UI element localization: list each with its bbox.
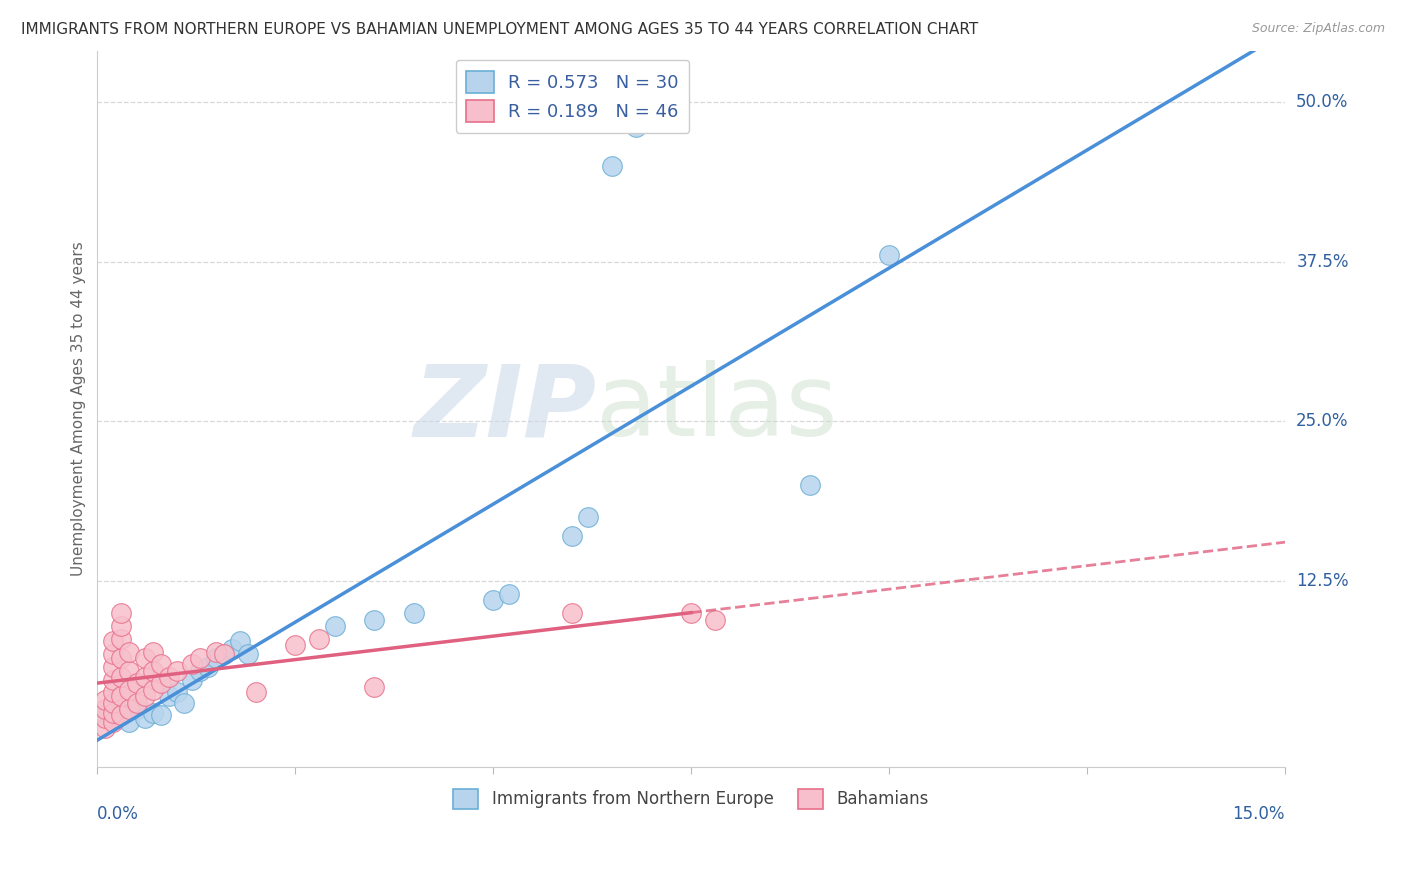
Point <box>561 606 583 620</box>
Point <box>110 632 132 646</box>
Text: ZIP: ZIP <box>413 360 596 457</box>
Point <box>149 708 172 723</box>
Point <box>103 660 125 674</box>
Point <box>363 613 385 627</box>
Text: 50.0%: 50.0% <box>1296 93 1348 111</box>
Point <box>229 634 252 648</box>
Point <box>205 644 228 658</box>
Text: atlas: atlas <box>596 360 838 457</box>
Text: 12.5%: 12.5% <box>1296 573 1348 591</box>
Point <box>94 708 117 723</box>
Point <box>110 690 132 704</box>
Point <box>125 676 148 690</box>
Point <box>94 693 117 707</box>
Point <box>212 647 235 661</box>
Point <box>134 670 156 684</box>
Point <box>103 711 125 725</box>
Point <box>681 606 703 620</box>
Point <box>157 690 180 704</box>
Point <box>103 634 125 648</box>
Point <box>308 632 330 646</box>
Point <box>482 593 505 607</box>
Point <box>181 673 204 687</box>
Point <box>118 702 141 716</box>
Point <box>188 664 211 678</box>
Point <box>110 706 132 720</box>
Point <box>245 685 267 699</box>
Point <box>134 711 156 725</box>
Text: Source: ZipAtlas.com: Source: ZipAtlas.com <box>1251 22 1385 36</box>
Point <box>103 685 125 699</box>
Point <box>877 248 900 262</box>
Point <box>134 651 156 665</box>
Point <box>363 681 385 695</box>
Point <box>181 657 204 672</box>
Point <box>149 657 172 672</box>
Text: 25.0%: 25.0% <box>1296 412 1348 431</box>
Point <box>110 619 132 633</box>
Text: 15.0%: 15.0% <box>1233 805 1285 823</box>
Point <box>236 647 259 661</box>
Point <box>110 606 132 620</box>
Point <box>404 606 426 620</box>
Point <box>118 664 141 678</box>
Point <box>142 664 165 678</box>
Point <box>166 664 188 678</box>
Point <box>118 644 141 658</box>
Point <box>94 702 117 716</box>
Point <box>498 587 520 601</box>
Point <box>142 644 165 658</box>
Point <box>94 721 117 735</box>
Point <box>142 706 165 720</box>
Point <box>624 120 647 135</box>
Point <box>103 706 125 720</box>
Point <box>188 651 211 665</box>
Point <box>600 159 623 173</box>
Point <box>118 714 141 729</box>
Point <box>110 670 132 684</box>
Text: 37.5%: 37.5% <box>1296 252 1348 270</box>
Point <box>103 714 125 729</box>
Point <box>221 642 243 657</box>
Point <box>173 696 195 710</box>
Point <box>576 510 599 524</box>
Point <box>134 690 156 704</box>
Text: IMMIGRANTS FROM NORTHERN EUROPE VS BAHAMIAN UNEMPLOYMENT AMONG AGES 35 TO 44 YEA: IMMIGRANTS FROM NORTHERN EUROPE VS BAHAM… <box>21 22 979 37</box>
Text: 0.0%: 0.0% <box>97 805 139 823</box>
Point <box>125 702 148 716</box>
Point <box>118 682 141 697</box>
Legend: Immigrants from Northern Europe, Bahamians: Immigrants from Northern Europe, Bahamia… <box>447 782 936 815</box>
Point <box>110 708 132 723</box>
Point <box>157 670 180 684</box>
Point <box>103 696 125 710</box>
Point <box>197 660 219 674</box>
Point <box>103 673 125 687</box>
Point <box>323 619 346 633</box>
Point <box>110 651 132 665</box>
Point <box>125 696 148 710</box>
Point <box>149 676 172 690</box>
Point <box>103 647 125 661</box>
Point <box>561 529 583 543</box>
Point <box>94 711 117 725</box>
Point <box>205 651 228 665</box>
Y-axis label: Unemployment Among Ages 35 to 44 years: Unemployment Among Ages 35 to 44 years <box>72 241 86 576</box>
Point <box>142 682 165 697</box>
Point <box>212 647 235 661</box>
Point <box>799 478 821 492</box>
Point <box>284 638 307 652</box>
Point <box>704 613 727 627</box>
Point <box>166 685 188 699</box>
